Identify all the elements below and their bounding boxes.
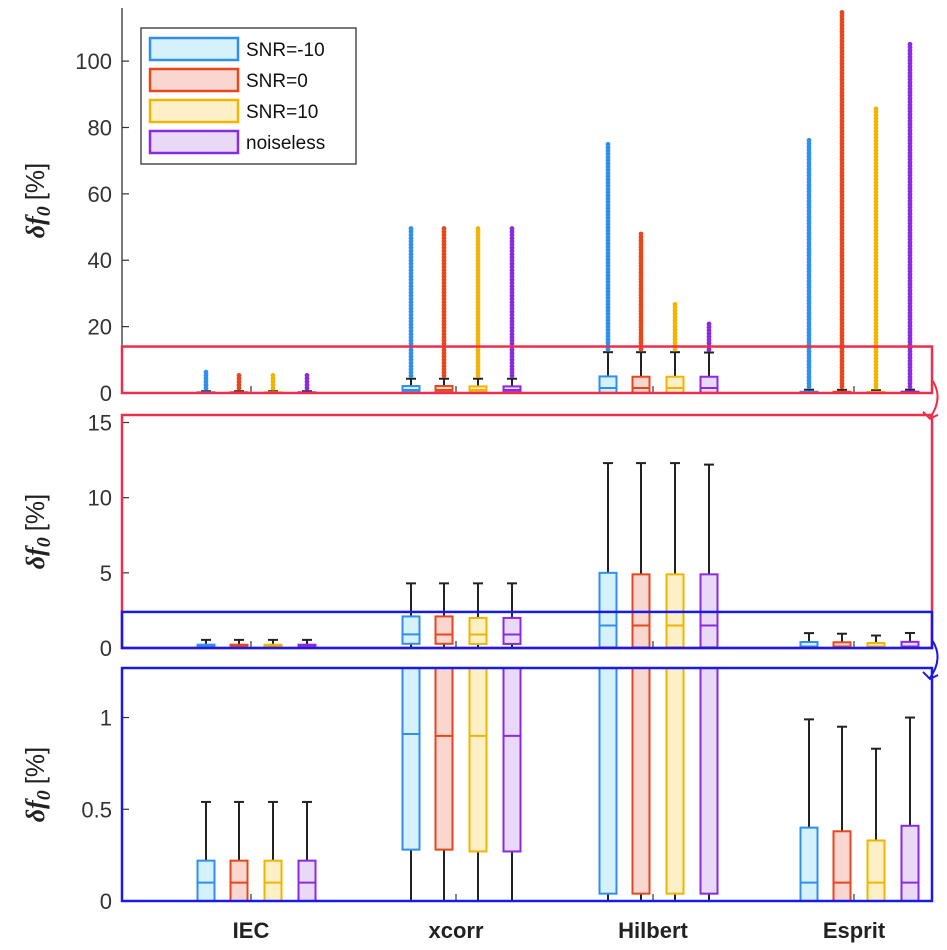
y-tick-label: 20 [88,315,112,340]
box-snr10-xcorr [401,668,421,851]
box-snr10-hilbert [598,375,618,393]
x-tick-label-iec: IEC [233,918,270,943]
box-group [196,10,920,393]
box-snr10-xcorr [468,668,488,853]
box-noiseless-xcorr [502,616,522,645]
box-snr0-hilbert [631,375,651,393]
box-snr10-esprit [799,640,819,648]
y-tick-label: 0 [100,381,112,406]
y-tick-label: 1 [100,706,112,731]
y-axis-label-unit: [%] [20,747,50,785]
legend-swatch [148,129,240,155]
y-tick-label: 60 [88,182,112,207]
box-snr10-hilbert [598,571,618,648]
outlier-point [605,141,611,147]
outlier-point [270,373,276,378]
outlier-point [236,373,242,378]
box-snr0-hilbert [631,668,651,895]
x-tick-label-xcorr: xcorr [428,918,483,943]
y-tick-label: 0 [100,636,112,661]
y-axis-label-symbol: δf [21,545,50,569]
y-tick-label: 0.5 [81,797,112,822]
box-noiseless-xcorr [502,668,522,853]
box-snr10-esprit [799,826,819,901]
legend-entry-label: SNR=-10 [246,40,325,61]
box-noiseless-iec [297,859,317,901]
legend-entry-label: noiseless [246,133,325,154]
y-axis-label: δf0 [%] [20,494,55,570]
zoom-region-rect [120,345,934,395]
legend: SNR=-10 SNR=0 SNR=10 noiseless [140,27,357,165]
y-tick-label: 80 [88,115,112,140]
legend-entry-label: SNR=0 [246,71,308,92]
zoom-frame [120,666,934,903]
box-group [196,668,920,901]
box-snr10-xcorr [401,615,421,645]
box-snr10-hilbert [665,375,685,393]
box-noiseless-hilbert [699,375,719,393]
box-snr10-hilbert [665,668,685,895]
outlier-point [408,226,414,231]
y-axis-label-symbol: δf [21,798,50,822]
y-axis-label: δf0 [%] [20,163,55,239]
outlier-point [638,231,644,237]
outlier-point [706,321,712,327]
y-tick-label: 15 [88,411,112,436]
box-group [196,462,920,648]
outlier-point [441,226,447,231]
legend-entry-label: SNR=10 [246,102,318,123]
outlier-point [304,373,310,378]
outlier-point [475,226,481,231]
y-tick-label: 10 [88,486,112,511]
y-axis-label-subscript: 0 [33,206,55,216]
outlier-point [672,301,678,307]
legend-swatch [148,36,240,62]
outlier-point [806,137,812,143]
y-axis-label: δf0 [%] [20,747,55,823]
y-axis-label-subscript: 0 [33,537,55,547]
outlier-point [873,106,879,112]
y-axis-label-unit: [%] [20,494,50,532]
outlier-point [203,369,209,375]
box-snr10-iec [263,859,283,901]
box-snr0-iec [229,859,249,901]
y-axis-label-subscript: 0 [33,790,55,800]
x-tick-label-hilbert: Hilbert [618,918,688,943]
box-snr0-xcorr [434,668,454,851]
box-noiseless-esprit [900,640,920,648]
y-tick-label: 40 [88,248,112,273]
y-tick-label: 5 [100,561,112,586]
y-tick-label: 0 [100,889,112,914]
legend-swatch [148,98,240,124]
legend-swatch [148,67,240,93]
x-tick-label-esprit: Esprit [823,918,886,943]
outlier-point [839,10,845,15]
zoom-arrow-head [922,671,939,681]
y-axis-label-symbol: δf [21,214,50,238]
box-noiseless-hilbert [699,668,719,895]
outlier-point [509,226,515,231]
box-snr10-hilbert [598,668,618,895]
y-tick-label: 100 [75,49,112,74]
box-snr10-iec [196,859,216,901]
box-snr10-xcorr [468,616,488,645]
y-axis-label-unit: [%] [20,163,50,201]
box-snr0-xcorr [434,615,454,645]
outlier-point [907,41,913,47]
box-snr0-esprit [832,830,852,901]
box-snr10-esprit [866,839,886,901]
zoom-region-rect [120,610,934,650]
box-noiseless-esprit [900,824,920,901]
